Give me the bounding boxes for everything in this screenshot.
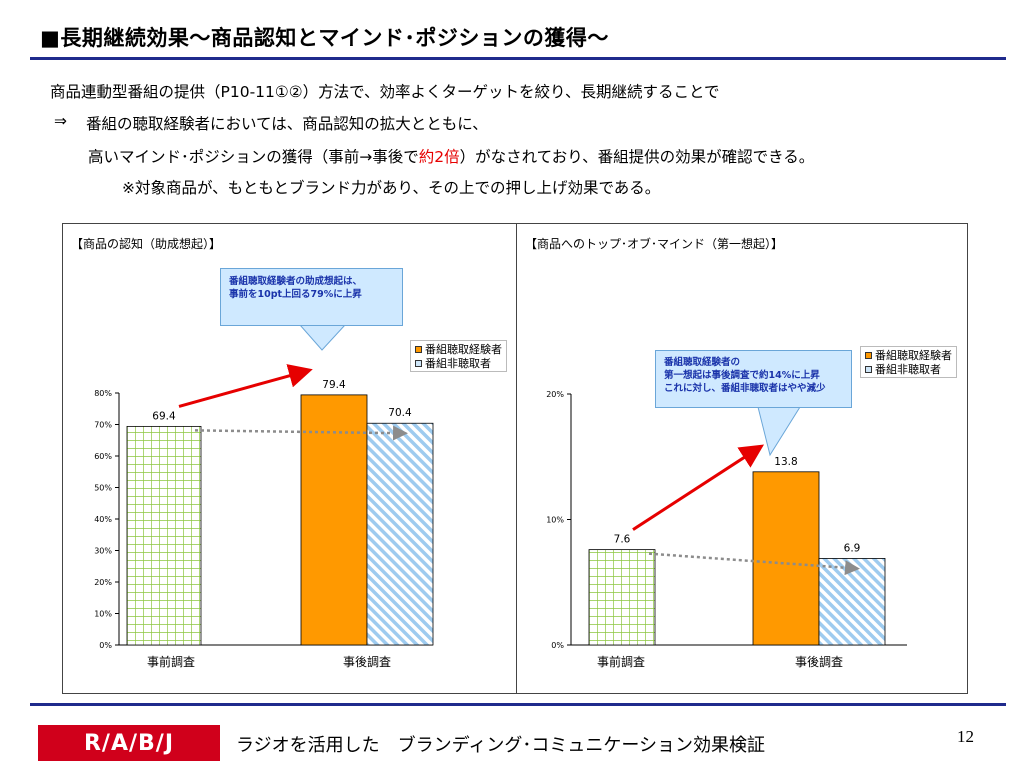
body-line-3: 高いマインド･ポジションの獲得（事前→事後で約2倍）がなされており、番組提供の効… [88,145,814,167]
x-tick-label: 事後調査 [795,655,843,669]
data-label: 79.4 [322,379,346,391]
arrow-mark: ⇒ [54,112,67,130]
legend-swatch [415,345,422,353]
x-tick-label: 事前調査 [147,654,195,669]
y-tick-label: 20% [94,578,112,587]
callout-line: これに対し、番組非聴取者はやや減少 [664,383,826,394]
data-label: 6.9 [844,542,861,554]
legend-item-not-listened: 番組非聴取者 [865,362,952,376]
y-tick-label: 20% [546,390,564,399]
x-tick-label: 事前調査 [597,654,645,669]
y-tick-label: 70% [94,421,112,430]
y-tick-label: 0% [99,641,112,650]
data-label: 69.4 [152,410,176,422]
callout-line: 第一想起は事後調査で約14%に上昇 [664,370,820,381]
body-line-3-post: ）がなされており、番組提供の効果が確認できる。 [459,148,815,166]
legend-item-listened: 番組聴取経験者 [865,348,952,362]
y-tick-label: 10% [546,516,564,525]
top-of-mind-chart: 【商品へのトップ･オブ･マインド（第一想起）】 0% 10% 20% 事前調査 事後調査 7… [525,236,907,669]
body-line-3-pre: 高いマインド･ポジションの獲得（事前→事後で [88,148,419,166]
y-tick-label: 40% [94,515,112,524]
legend-item-not-listened: 番組非聴取者 [415,356,502,370]
awareness-chart: 【商品の認知（助成想起）】 0% 10% 20% 30% 40% 50% 60% 70% 80% 事… [71,236,434,669]
legend-label: 番組非聴取者 [875,363,941,376]
y-tick-label: 80% [94,389,112,398]
chart-divider [516,223,517,694]
title-divider [30,57,1006,60]
rabj-logo: R/A/B/J [38,725,220,761]
data-label: 70.4 [388,407,412,419]
chart-frame [62,223,968,694]
legend-label: 番組非聴取者 [425,357,491,370]
bar-listened [752,471,820,646]
footer-title: ラジオを活用した ブランディング･コミュニケーション効果検証 [236,735,766,756]
emphasis-text: 約2倍 [418,148,460,166]
awareness-legend: 番組聴取経験者 番組非聴取者 [410,340,507,372]
page-number: 12 [957,727,974,746]
legend-swatch [865,351,872,359]
baseline-arrow [194,425,408,441]
top-of-mind-callout: 番組聴取経験者の 第一想起は事後調査で約14%に上昇 これに対し、番組非聴取者は… [655,350,852,408]
chart-title: 【商品の認知（助成想起）】 [71,236,221,251]
bar-pre-survey [126,425,202,646]
y-tick-label: 60% [94,452,112,461]
callout-line: 事前を10pt上回る79%に上昇 [229,289,362,300]
data-label: 13.8 [774,456,797,468]
bar-not-listened [818,558,886,646]
top-of-mind-legend: 番組聴取経験者 番組非聴取者 [860,346,957,378]
body-line-1: 商品連動型番組の提供（P10-11①②）方法で、効率よくターゲットを絞り、長期継… [50,83,720,101]
increase-arrow [632,444,765,531]
legend-label: 番組聴取経験者 [875,349,952,362]
legend-item-listened: 番組聴取経験者 [415,342,502,356]
callout-line: 番組聴取経験者の助成想起は、 [229,276,363,287]
y-tick-label: 30% [94,547,112,556]
legend-label: 番組聴取経験者 [425,343,502,356]
increase-arrow [178,364,313,408]
page-title: ■長期継続効果～商品認知とマインド･ポジションの獲得～ [40,26,609,50]
bar-listened [300,394,368,646]
bar-pre-survey [588,549,656,646]
awareness-callout: 番組聴取経験者の助成想起は、 事前を10pt上回る79%に上昇 [220,268,403,326]
y-tick-label: 10% [94,610,112,619]
chart-title: 【商品へのトップ･オブ･マインド（第一想起）】 [525,236,783,251]
footer-divider [30,703,1006,706]
body-note: ※対象商品が、もともとブランド力があり、その上での押し上げ効果である。 [122,179,661,197]
callout-line: 番組聴取経験者の [664,357,741,368]
legend-swatch [865,365,872,373]
data-label: 7.6 [614,534,631,546]
body-line-2: 番組の聴取経験者においては、商品認知の拡大とともに、 [86,115,488,133]
legend-swatch [415,359,422,367]
y-tick-label: 50% [94,484,112,493]
y-tick-label: 0% [551,641,564,650]
baseline-arrow [648,552,860,576]
bar-not-listened [366,422,434,646]
x-tick-label: 事後調査 [343,655,391,669]
